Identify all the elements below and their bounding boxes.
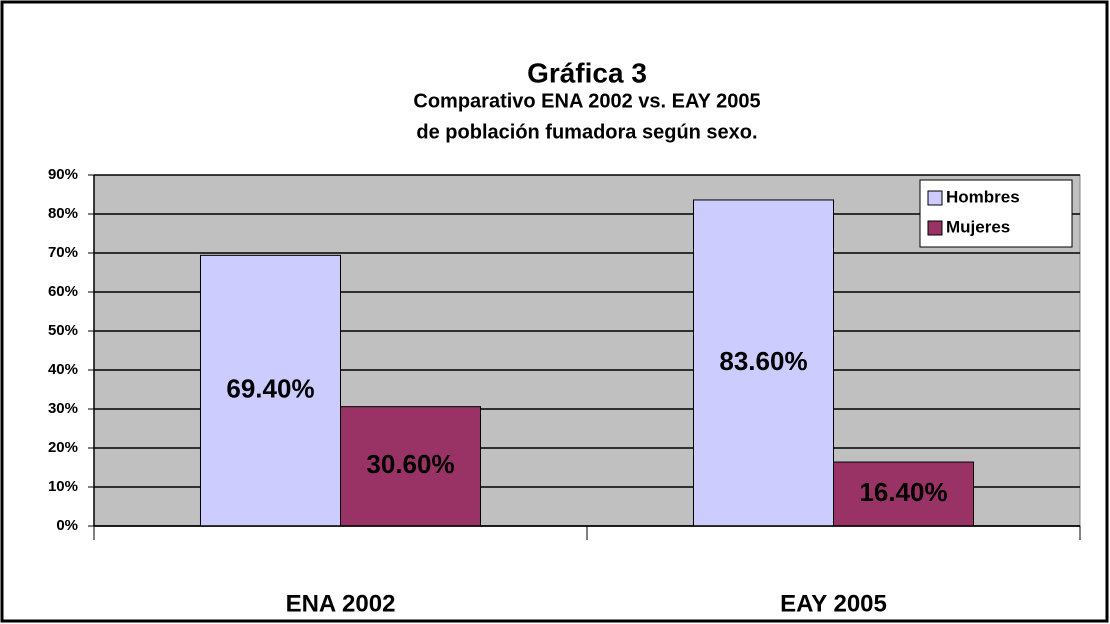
bar [833,461,975,527]
value-label: 30.60% [366,449,454,479]
bar [199,254,341,527]
y-tick-label: 0% [56,517,78,534]
bar [692,199,834,527]
legend-label: Mujeres [946,217,1010,236]
chart-title: Gráfica 3 [527,57,647,88]
y-tick-label: 50% [48,322,78,339]
legend-swatch [927,190,943,206]
legend-label: Hombres [946,187,1020,206]
y-tick-label: 20% [48,439,78,456]
y-tick-label: 10% [48,478,78,495]
value-label: 83.60% [719,346,807,376]
y-tick-label: 40% [48,361,78,378]
value-label: 69.40% [226,374,314,404]
y-tick-label: 70% [48,244,78,261]
legend [919,179,1073,248]
y-tick-label: 90% [48,166,78,183]
y-tick-label: 60% [48,283,78,300]
x-tick-label: EAY 2005 [780,590,887,617]
x-tick-label: ENA 2002 [286,590,396,617]
y-tick-label: 80% [48,205,78,222]
legend-swatch [927,220,943,236]
bar [340,406,482,527]
y-tick-label: 30% [48,400,78,417]
chart-subtitle: de población fumadora según sexo. [416,121,757,143]
chart-subtitle: Comparativo ENA 2002 vs. EAY 2005 [413,90,760,112]
value-label: 16.40% [859,477,947,507]
